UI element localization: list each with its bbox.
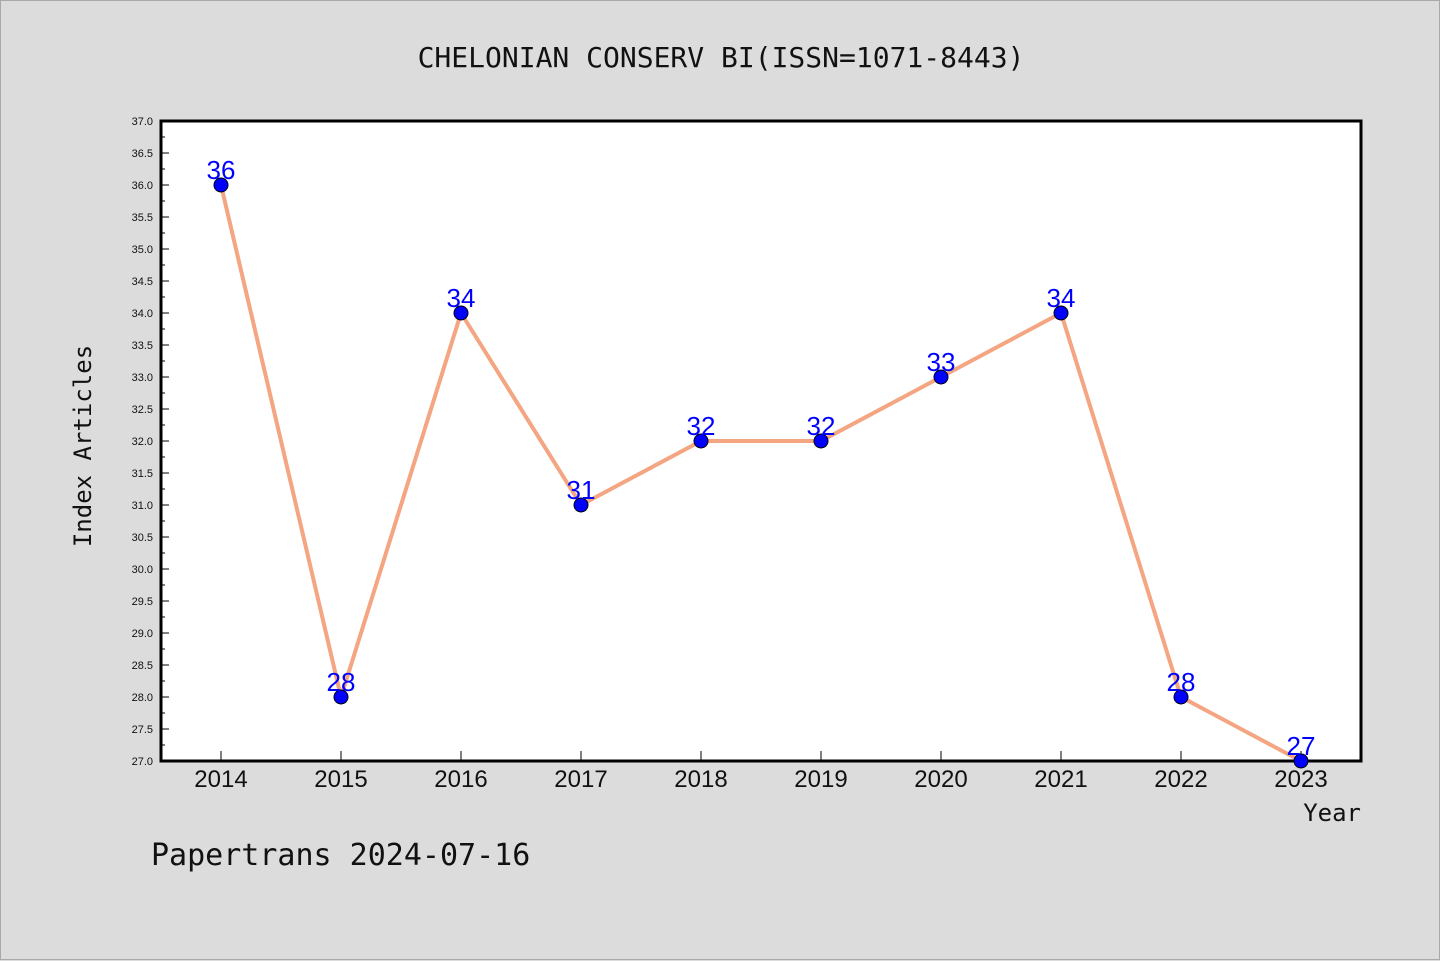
x-tick-label: 2014 (194, 766, 247, 793)
data-point (813, 433, 829, 449)
data-label: 27 (1287, 731, 1316, 761)
y-axis: 27.0 27.5 28.0 28.5 29.0 29.5 30.0 30.5 31.0 31.5… (132, 116, 169, 768)
y-tick-label: 36.0 (132, 180, 153, 192)
x-tick-label: 2022 (1154, 766, 1207, 793)
x-tick-label: 2023 (1274, 766, 1327, 793)
x-axis: 2014 2015 2016 2017 2018 2019 2020 2021 2022 2023 (194, 751, 1328, 793)
data-label: 32 (687, 411, 716, 441)
data-point (693, 433, 709, 449)
data-point (573, 497, 589, 513)
y-tick-label: 29.0 (132, 628, 153, 640)
data-point (213, 177, 229, 193)
y-tick-label: 27.0 (132, 756, 153, 768)
y-tick-label: 34.5 (132, 276, 153, 288)
y-tick-label: 32.0 (132, 436, 153, 448)
y-tick-label: 28.5 (132, 660, 153, 672)
x-axis-label: Year (1303, 799, 1361, 827)
data-label: 36 (207, 155, 236, 185)
data-labels: 36 28 34 31 32 32 33 34 28 27 (207, 155, 1316, 761)
footer-credit: Papertrans 2024-07-16 (151, 838, 530, 873)
y-tick-label: 29.5 (132, 596, 153, 608)
y-tick-label: 30.5 (132, 532, 153, 544)
y-tick-label: 31.0 (132, 500, 153, 512)
data-label: 28 (1167, 667, 1196, 697)
x-tick-label: 2021 (1034, 766, 1087, 793)
data-label: 34 (447, 283, 476, 313)
y-tick-label: 33.5 (132, 340, 153, 352)
y-tick-label: 30.0 (132, 564, 153, 576)
data-point (1053, 305, 1069, 321)
series-line (219, 184, 1302, 763)
y-axis-label: Index Articles (69, 345, 97, 547)
data-point (333, 689, 349, 705)
data-point (1293, 753, 1309, 769)
y-tick-label: 33.0 (132, 372, 153, 384)
y-tick-label: 36.5 (132, 148, 153, 160)
data-label: 28 (327, 667, 356, 697)
data-point (933, 369, 949, 385)
x-tick-label: 2018 (674, 766, 727, 793)
y-tick-label: 35.5 (132, 212, 153, 224)
data-label: 33 (927, 347, 956, 377)
y-tick-label: 32.5 (132, 404, 153, 416)
data-point (1173, 689, 1189, 705)
y-tick-label: 37.0 (132, 116, 153, 128)
y-tick-label: 28.0 (132, 692, 153, 704)
y-tick-label: 31.5 (132, 468, 153, 480)
y-tick-label: 35.0 (132, 244, 153, 256)
data-label: 34 (1047, 283, 1076, 313)
x-tick-label: 2016 (434, 766, 487, 793)
x-tick-label: 2015 (314, 766, 367, 793)
series-line-group (219, 184, 1302, 763)
data-points (213, 177, 1309, 769)
data-point (453, 305, 469, 321)
x-tick-label: 2019 (794, 766, 847, 793)
y-tick-label: 27.5 (132, 724, 153, 736)
x-tick-label: 2017 (554, 766, 607, 793)
x-tick-label: 2020 (914, 766, 967, 793)
chart-title: CHELONIAN CONSERV BI(ISSN=1071-8443) (418, 41, 1025, 74)
data-label: 31 (567, 475, 596, 505)
y-tick-label: 34.0 (132, 308, 153, 320)
data-label: 32 (807, 411, 836, 441)
